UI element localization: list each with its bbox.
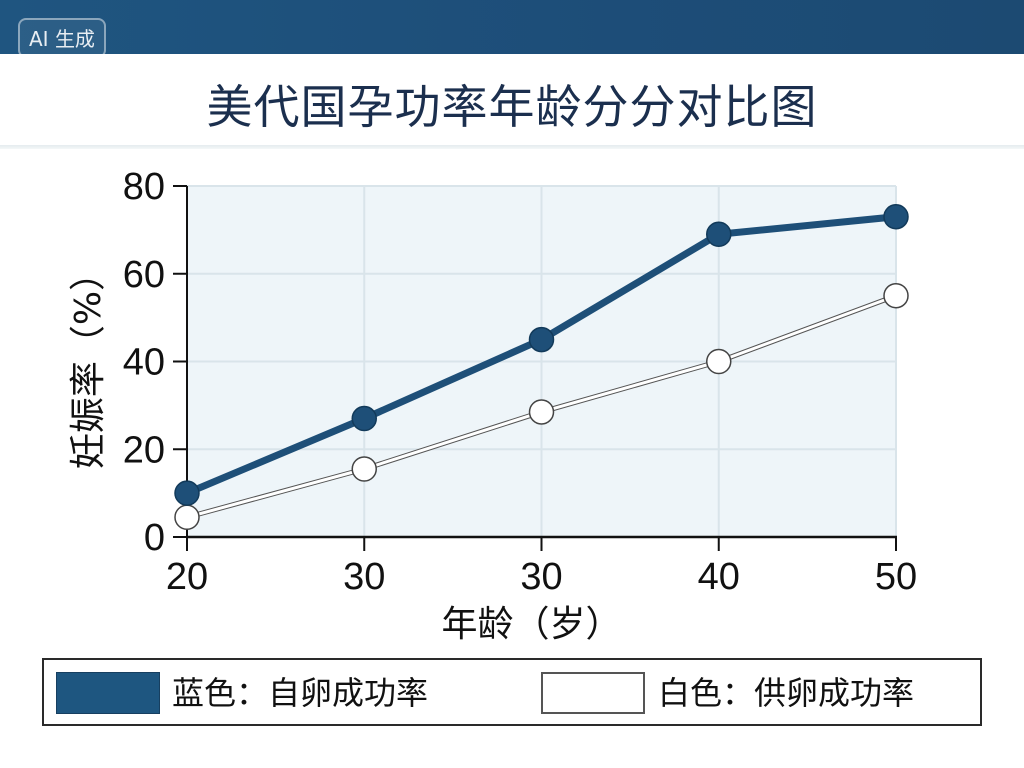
y-tick-label: 60	[123, 254, 165, 296]
data-point-donor-egg	[883, 282, 909, 309]
y-tick-label: 40	[123, 342, 165, 384]
x-tick-label: 50	[875, 556, 917, 598]
chart-title: 美代国孕功率年龄分分对比图	[206, 80, 818, 134]
legend: 蓝色：自卵成功率 白色：供卵成功率	[42, 658, 982, 726]
data-point-own-egg	[706, 221, 732, 248]
data-point-own-egg	[883, 203, 909, 230]
x-tick-label: 40	[698, 556, 740, 598]
data-point-donor-egg	[528, 399, 555, 425]
data-point-own-egg	[351, 405, 377, 432]
data-point-own-egg	[528, 326, 555, 353]
legend-swatch-white	[541, 672, 645, 714]
x-tick-label: 30	[343, 556, 385, 598]
x-axis-label: 年龄（岁）	[441, 604, 621, 645]
legend-label-own-egg: 蓝色：自卵成功率	[172, 674, 429, 712]
header-bar	[0, 0, 1024, 54]
y-tick-label: 80	[123, 166, 165, 208]
y-axis-label: 妊娠率（%）	[68, 255, 109, 469]
data-point-donor-egg	[351, 456, 377, 482]
title-divider	[0, 145, 1024, 149]
legend-swatch-blue	[56, 672, 160, 714]
ai-generated-badge: AI 生成	[18, 18, 106, 58]
data-point-donor-egg	[706, 348, 732, 375]
x-tick-label: 20	[166, 556, 208, 598]
y-tick-label: 20	[123, 429, 165, 471]
x-tick-label: 30	[520, 556, 562, 598]
data-point-own-egg	[174, 480, 200, 506]
y-tick-label: 0	[144, 517, 165, 559]
legend-label-donor-egg: 白色：供卵成功率	[658, 674, 915, 712]
data-point-donor-egg	[174, 504, 200, 531]
